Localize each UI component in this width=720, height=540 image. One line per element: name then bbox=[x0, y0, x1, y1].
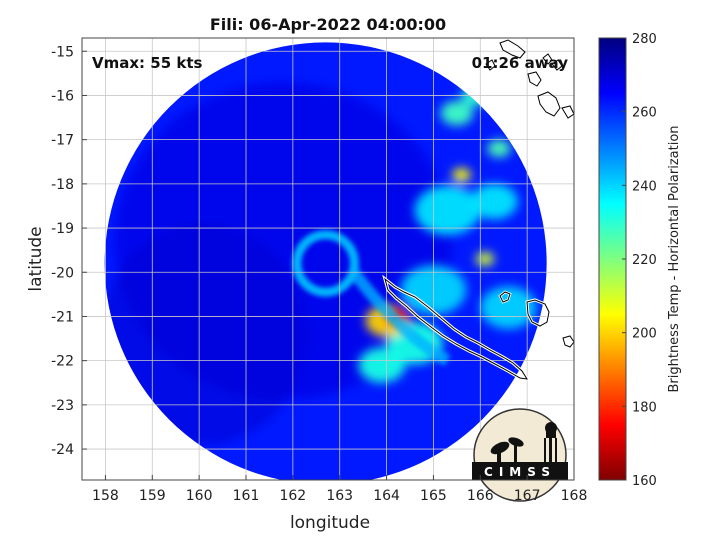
time-away-annotation: 01:26 away bbox=[472, 54, 569, 72]
vanuatu-coast-7 bbox=[542, 53, 553, 65]
x-tick-label: 161 bbox=[233, 488, 260, 504]
eyewall-ring bbox=[292, 230, 359, 297]
y-tick-label: -19 bbox=[51, 221, 74, 237]
colorbar-tick-label: 200 bbox=[632, 327, 657, 342]
cold-feature bbox=[480, 286, 537, 329]
x-tick-label: 165 bbox=[420, 488, 447, 504]
x-tick-label: 166 bbox=[467, 488, 494, 504]
cold-feature bbox=[470, 183, 518, 220]
colorbar-tick-label: 180 bbox=[632, 400, 657, 415]
vanuatu-coast-4 bbox=[551, 59, 563, 71]
y-tick-label: -20 bbox=[51, 265, 74, 281]
x-tick-label: 164 bbox=[373, 488, 400, 504]
vanuatu-coast-5 bbox=[561, 105, 574, 119]
cimss-logo: CIMSS bbox=[472, 408, 568, 502]
logo-text: CIMSS bbox=[484, 465, 556, 479]
x-axis-label: longitude bbox=[290, 513, 370, 533]
x-tick-label: 168 bbox=[561, 488, 588, 504]
colorbar-tick-label: 160 bbox=[632, 474, 657, 489]
colorbar-tick-label: 220 bbox=[632, 253, 657, 268]
coastlines bbox=[382, 39, 574, 382]
y-tick-label: -17 bbox=[51, 133, 74, 149]
y-axis: -15 -16 -17 -18 -19 -20 -21 -22 -23 -24 bbox=[51, 44, 87, 458]
y-tick-label: -16 bbox=[51, 88, 74, 104]
vanuatu-coast-1 bbox=[499, 39, 526, 59]
chart-title: Fili: 06-Apr-2022 04:00:00 bbox=[210, 15, 446, 34]
y-tick-label: -15 bbox=[51, 44, 74, 60]
loyalty-island-mare bbox=[562, 335, 574, 348]
grid bbox=[82, 38, 574, 480]
colorbar: 280 260 240 220 200 180 160 Brightness Temp - … bbox=[598, 32, 682, 489]
y-tick-label: -22 bbox=[51, 354, 74, 370]
x-tick-label: 160 bbox=[186, 488, 213, 504]
vanuatu-coast-2 bbox=[527, 71, 542, 87]
y-axis-label: latitude bbox=[26, 226, 46, 291]
colorbar-tick-label: 240 bbox=[632, 179, 657, 194]
cold-feature bbox=[414, 185, 481, 236]
spiral-band bbox=[348, 268, 451, 366]
cold-feature bbox=[475, 251, 495, 267]
cold-feature bbox=[358, 347, 406, 383]
x-axis: 158 159 160 161 162 163 164 165 166 167 168 bbox=[92, 475, 587, 504]
y-tick-label: -24 bbox=[51, 442, 74, 458]
vmax-annotation: Vmax: 55 kts bbox=[92, 54, 202, 72]
x-tick-label: 158 bbox=[92, 488, 119, 504]
colorbar-tick-label: 260 bbox=[632, 106, 657, 121]
y-tick-label: -18 bbox=[51, 177, 74, 193]
colorbar-label: Brightness Temp - Horizontal Polarizatio… bbox=[667, 125, 682, 392]
vanuatu-coast-3 bbox=[537, 91, 561, 117]
y-tick-label: -23 bbox=[51, 398, 74, 414]
x-tick-label: 162 bbox=[279, 488, 306, 504]
plot-frame bbox=[81, 37, 575, 481]
vanuatu-coast-6 bbox=[485, 59, 496, 71]
colorbar-gradient bbox=[598, 37, 627, 481]
y-tick-label: -21 bbox=[51, 309, 74, 325]
cold-feature bbox=[452, 167, 471, 183]
x-tick-label: 163 bbox=[326, 488, 353, 504]
cold-feature bbox=[440, 100, 474, 126]
cold-feature bbox=[487, 139, 511, 158]
x-tick-label: 167 bbox=[514, 488, 541, 504]
colorbar-tick-label: 280 bbox=[632, 32, 657, 47]
x-tick-label: 159 bbox=[139, 488, 166, 504]
